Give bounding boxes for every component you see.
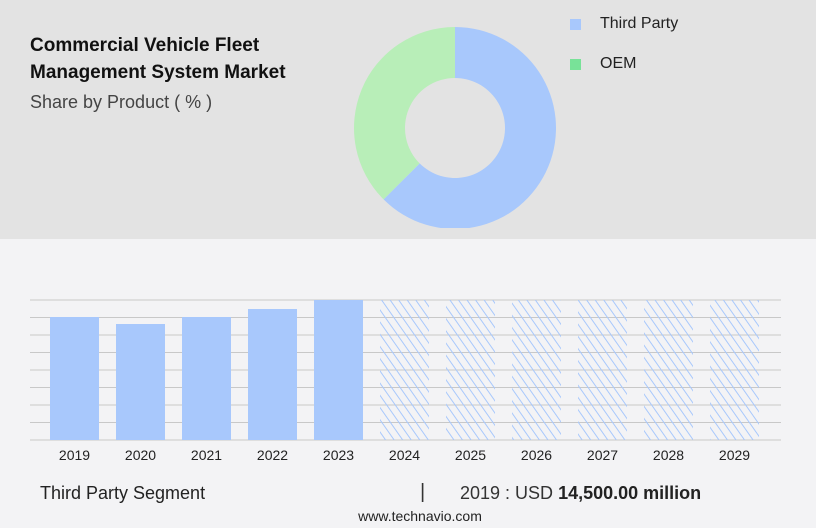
title-line-2: Management System Market — [30, 62, 286, 83]
forecast-bar-2027 — [578, 300, 627, 440]
chart-title: Commercial Vehicle Fleet Management Syst… — [30, 32, 286, 86]
forecast-bar-2029 — [710, 300, 759, 440]
title-line-1: Commercial Vehicle Fleet — [30, 35, 260, 56]
x-tick-label: 2026 — [521, 447, 552, 463]
bar-2019 — [50, 316, 99, 440]
legend-swatch — [570, 59, 581, 70]
value-prefix: 2019 : USD — [460, 483, 559, 503]
forecast-bar-2028 — [644, 300, 693, 440]
value-amount: 14,500.00 million — [558, 483, 702, 503]
x-tick-label: 2024 — [389, 447, 420, 463]
x-tick-label: 2020 — [125, 447, 156, 463]
source-url: www.technavio.com — [358, 508, 482, 524]
pie-slice-third-party — [383, 27, 556, 228]
bar-2023 — [314, 300, 363, 440]
x-tick-label: 2029 — [719, 447, 750, 463]
segment-value: 2019 : USD 14,500.00 million — [460, 483, 701, 504]
x-tick-label: 2023 — [323, 447, 354, 463]
legend-label: Third Party — [600, 15, 679, 32]
x-tick-label: 2021 — [191, 447, 222, 463]
legend-swatch — [570, 19, 581, 30]
chart-subtitle: Share by Product ( % ) — [30, 92, 213, 112]
x-tick-label: 2022 — [257, 447, 288, 463]
legend-label: OEM — [600, 55, 637, 72]
forecast-bar-2026 — [512, 300, 561, 440]
x-tick-label: 2027 — [587, 447, 618, 463]
x-tick-label: 2019 — [59, 447, 90, 463]
segment-label: Third Party Segment — [40, 483, 206, 503]
forecast-bar-2025 — [446, 300, 495, 440]
x-tick-label: 2028 — [653, 447, 684, 463]
pie-slice-oem — [353, 27, 455, 200]
bar-2021 — [182, 316, 231, 440]
bar-2022 — [248, 309, 297, 440]
x-tick-label: 2025 — [455, 447, 486, 463]
forecast-bar-2024 — [380, 300, 429, 440]
separator: | — [420, 481, 426, 503]
bar-2020 — [116, 323, 165, 440]
